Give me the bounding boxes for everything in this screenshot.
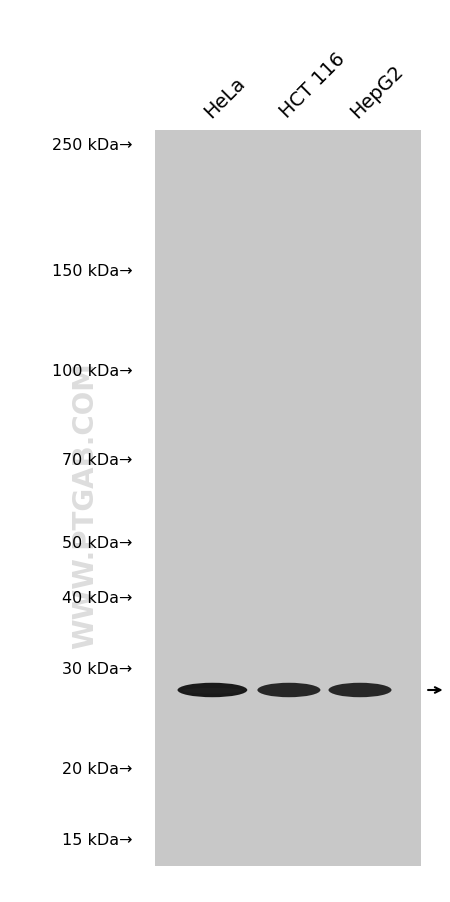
Text: 150 kDa→: 150 kDa→ [52,263,133,279]
Ellipse shape [333,688,387,694]
Text: 50 kDa→: 50 kDa→ [63,535,133,550]
Text: 40 kDa→: 40 kDa→ [63,590,133,605]
Text: HCT 116: HCT 116 [277,50,349,122]
Text: 250 kDa→: 250 kDa→ [52,138,133,152]
Ellipse shape [177,683,248,697]
Text: 15 kDa→: 15 kDa→ [62,833,133,847]
Text: 30 kDa→: 30 kDa→ [63,661,133,676]
Ellipse shape [328,683,392,697]
Text: 70 kDa→: 70 kDa→ [63,452,133,467]
Ellipse shape [183,688,242,694]
Text: WWW.PTGAB.COM: WWW.PTGAB.COM [72,362,99,649]
Ellipse shape [262,688,316,694]
Bar [155,131,421,866]
Ellipse shape [257,683,320,697]
Text: HepG2: HepG2 [346,61,407,122]
Text: 100 kDa→: 100 kDa→ [52,364,133,379]
Text: 20 kDa→: 20 kDa→ [63,761,133,777]
Text: HeLa: HeLa [200,74,248,122]
